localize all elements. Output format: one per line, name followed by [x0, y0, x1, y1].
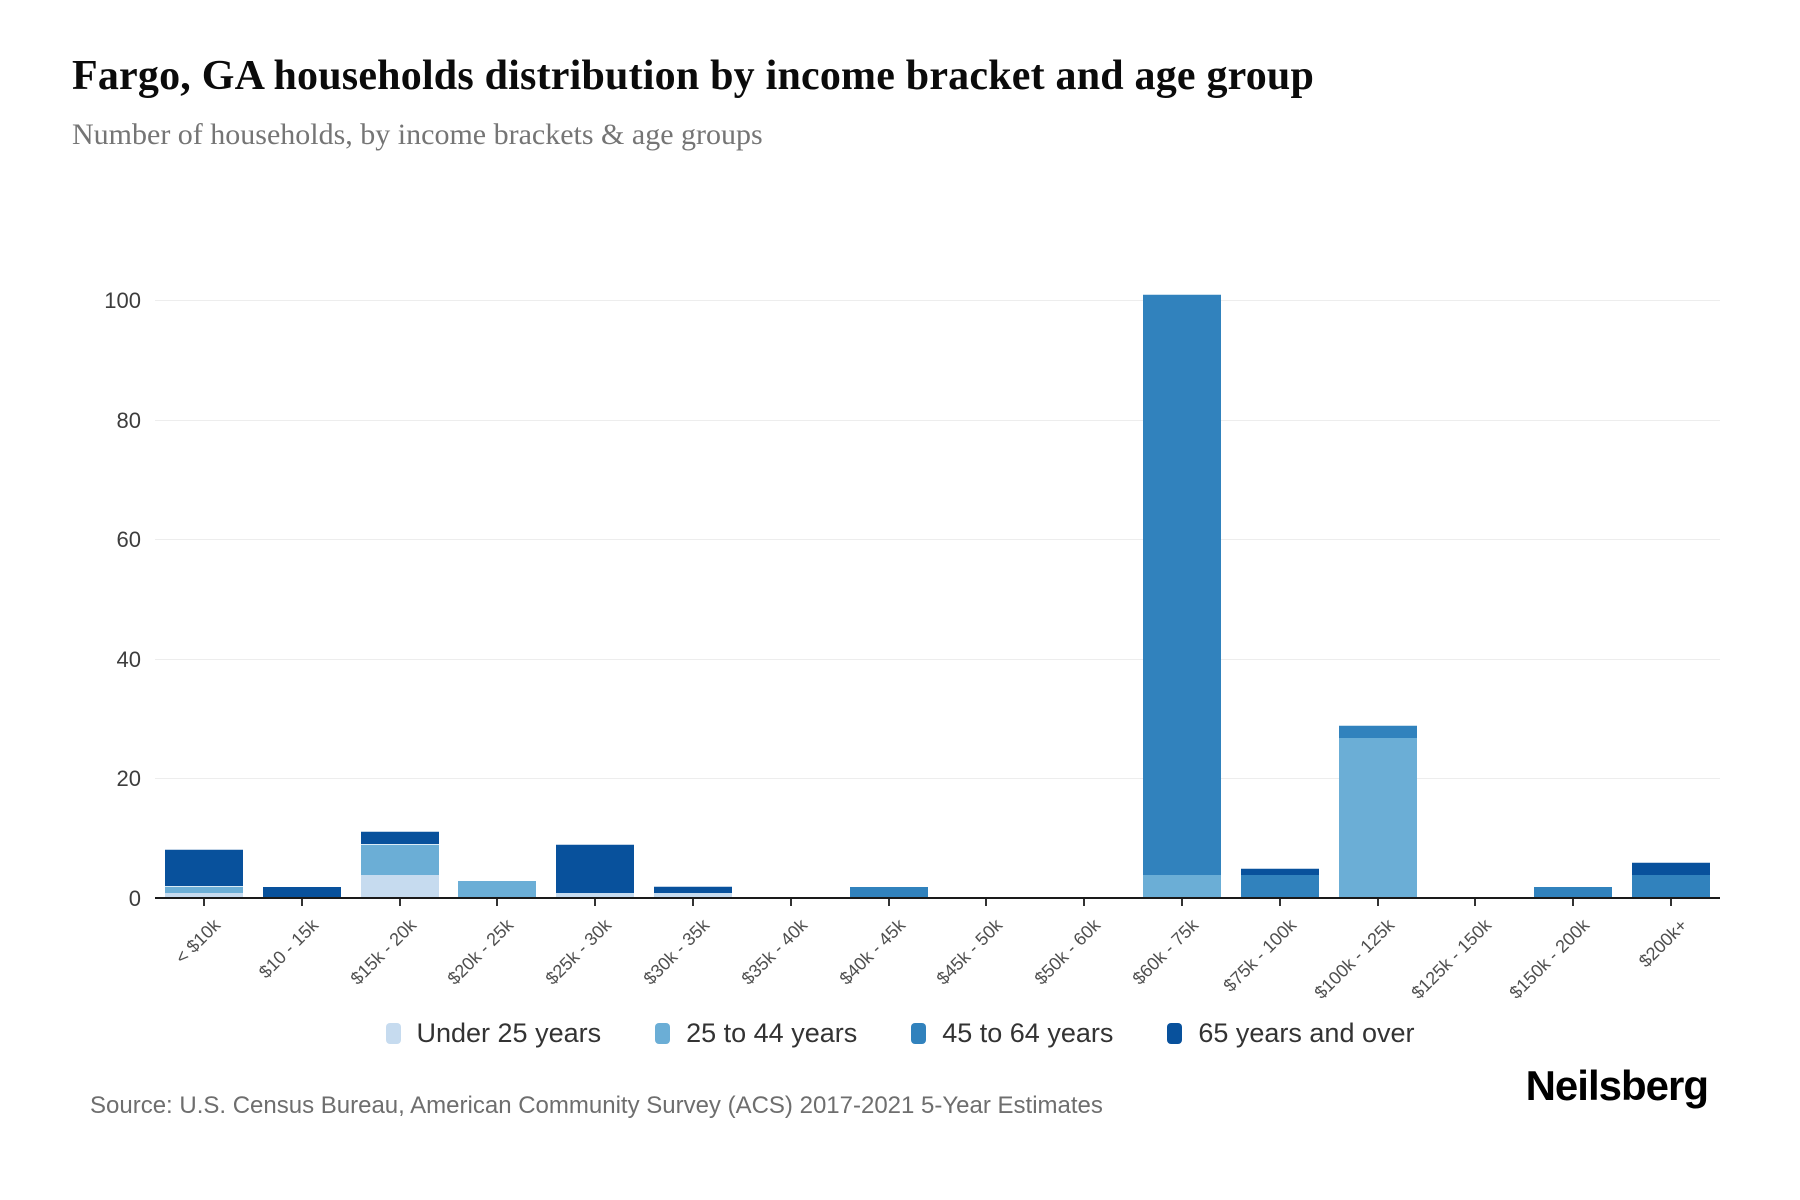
bar-segment[interactable] [1241, 875, 1319, 899]
y-tick-label-80: 80 [116, 407, 141, 433]
x-tick [203, 899, 205, 906]
source-attribution: Source: U.S. Census Bureau, American Com… [90, 1092, 1103, 1119]
x-tick [1474, 899, 1476, 906]
legend-swatch-icon [911, 1023, 927, 1044]
bar-segment[interactable] [1632, 862, 1710, 876]
x-tick-label: $50k - 60k [1030, 915, 1105, 989]
bar-segment[interactable] [654, 893, 732, 899]
brand-logo: Neilsberg [1525, 1062, 1709, 1109]
x-tick [1279, 899, 1281, 906]
x-tick-label: $200k+ [1634, 915, 1692, 972]
bar-200k[interactable] [1632, 862, 1710, 899]
x-tick-label: $125k - 150k [1407, 915, 1496, 1003]
y-tick-label-0: 0 [128, 886, 141, 911]
bar-75k-100k[interactable] [1241, 868, 1319, 899]
legend: Under 25 years 25 to 44 years 45 to 64 yea… [0, 1018, 1800, 1049]
gridline-y-60 [155, 539, 1720, 541]
bar-segment[interactable] [458, 881, 536, 899]
bar-segment[interactable] [654, 886, 732, 894]
x-tick [1572, 899, 1574, 906]
x-tick [399, 899, 401, 906]
x-tick-label: $35k - 40k [737, 915, 812, 989]
legend-item-45-to-64-years[interactable]: 45 to 64 years [911, 1018, 1113, 1049]
x-tick-label: $25k - 30k [541, 915, 616, 989]
bar-40k-45k[interactable] [850, 887, 928, 899]
x-tick [692, 899, 694, 906]
bar-segment[interactable] [361, 831, 439, 845]
bar-segment[interactable] [263, 887, 341, 899]
bar-20k-25k[interactable] [458, 881, 536, 899]
legend-label: 25 to 44 years [686, 1018, 858, 1048]
x-tick-label: $15k - 20k [346, 915, 421, 989]
bar-100k-125k[interactable] [1339, 724, 1417, 899]
x-tick [790, 899, 792, 906]
legend-label: 65 years and over [1198, 1018, 1415, 1048]
x-tick [1670, 899, 1672, 906]
x-tick-label: < $10k [171, 915, 225, 968]
x-tick-label: $75k - 100k [1219, 915, 1301, 996]
bar-10k[interactable] [165, 849, 243, 899]
legend-item-65-years-and-over[interactable]: 65 years and over [1167, 1018, 1415, 1049]
legend-item-25-to-44-years[interactable]: 25 to 44 years [655, 1018, 857, 1049]
chart-subtitle: Number of households, by income brackets… [72, 118, 763, 151]
plot-area: 0 20 40 60 80 100 < $10k $10 - 15k $15k - 20k $20… [104, 259, 1720, 1003]
gridline-y-40 [155, 658, 1720, 660]
bar-segment[interactable] [1241, 868, 1319, 876]
chart-title: Fargo, GA households distribution by inc… [72, 53, 1315, 99]
bar-segment[interactable] [556, 844, 634, 894]
x-tick [1377, 899, 1379, 906]
legend-item-under-25-years[interactable]: Under 25 years [385, 1018, 602, 1049]
legend-swatch-icon [385, 1023, 401, 1044]
gridline-y-80 [155, 419, 1720, 421]
x-tick [594, 899, 596, 906]
x-tick [1083, 899, 1085, 906]
x-axis-line [155, 897, 1720, 899]
bar-segment[interactable] [556, 893, 634, 899]
bar-segment[interactable] [361, 844, 439, 876]
bar-segment[interactable] [1339, 724, 1417, 738]
x-tick-label: $10 - 15k [254, 915, 323, 983]
x-tick-label: $30k - 35k [639, 915, 714, 989]
x-tick [301, 899, 303, 906]
bar-25k-30k[interactable] [556, 844, 634, 899]
bar-60k-75k[interactable] [1143, 294, 1221, 899]
bar-segment[interactable] [165, 849, 243, 887]
x-tick [496, 899, 498, 906]
bar-segment[interactable] [1339, 737, 1417, 899]
bar-15k-20k[interactable] [361, 831, 439, 899]
y-tick-label-100: 100 [104, 288, 141, 313]
bar-segment[interactable] [165, 893, 243, 899]
bar-10-15k[interactable] [263, 887, 341, 899]
gridline-y-20 [155, 778, 1720, 780]
legend-label: 45 to 64 years [942, 1018, 1114, 1048]
x-tick-label: $20k - 25k [443, 915, 518, 989]
y-tick-label-60: 60 [116, 527, 141, 553]
x-tick-label: $60k - 75k [1128, 915, 1203, 989]
x-tick [985, 899, 987, 906]
bar-150k-200k[interactable] [1534, 887, 1612, 899]
x-tick [888, 899, 890, 906]
y-tick-label-20: 20 [116, 766, 141, 792]
legend-swatch-icon [1167, 1023, 1183, 1044]
bar-segment[interactable] [1143, 294, 1221, 876]
legend-label: Under 25 years [416, 1018, 602, 1048]
x-tick-label: $45k - 50k [932, 915, 1007, 989]
x-tick [1181, 899, 1183, 906]
legend-swatch-icon [655, 1023, 671, 1044]
x-tick-label: $100k - 125k [1310, 915, 1399, 1003]
y-tick-label-40: 40 [116, 646, 141, 672]
bar-segment[interactable] [361, 875, 439, 899]
bar-segment[interactable] [1632, 875, 1710, 899]
bar-segment[interactable] [850, 887, 928, 899]
x-tick-label: $150k - 200k [1505, 915, 1594, 1003]
bar-30k-35k[interactable] [654, 886, 732, 899]
bar-segment[interactable] [1534, 887, 1612, 899]
gridline-y-100 [155, 300, 1720, 301]
bar-segment[interactable] [165, 886, 243, 894]
bar-segment[interactable] [1143, 875, 1221, 899]
x-tick-label: $40k - 45k [835, 915, 910, 989]
